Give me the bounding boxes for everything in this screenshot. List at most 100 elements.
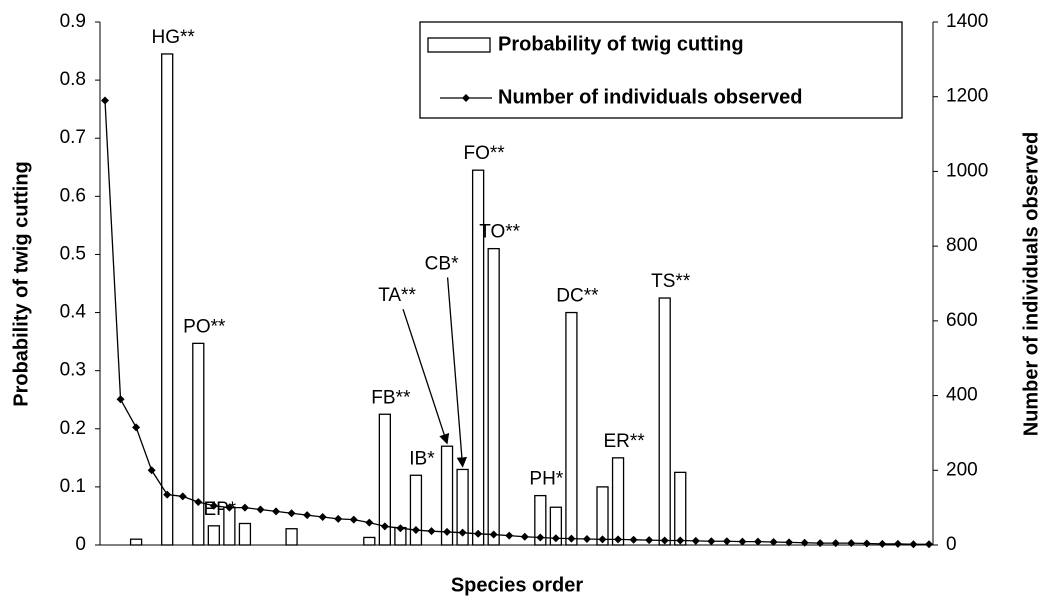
line-marker: [474, 529, 483, 538]
y2-tick-label: 200: [946, 459, 978, 480]
y-tick-label: 0: [75, 534, 86, 555]
line-marker: [925, 540, 933, 549]
line-marker: [272, 507, 281, 516]
line-marker: [753, 537, 762, 546]
y-tick-label: 0.6: [60, 185, 86, 206]
line: [104, 100, 929, 545]
line-marker: [101, 96, 109, 105]
y-tick-label: 0.7: [60, 127, 86, 148]
bar: [192, 342, 205, 546]
bar: [238, 522, 252, 546]
line-marker: [380, 522, 389, 531]
bar: [611, 457, 625, 546]
bar-label: FB**: [371, 387, 411, 408]
y2-tick-label: 1000: [946, 160, 988, 181]
line-marker: [676, 536, 685, 545]
line-marker: [194, 498, 203, 507]
legend-box: [419, 21, 903, 119]
line-marker: [411, 526, 420, 535]
line-marker: [520, 532, 529, 541]
line-marker: [536, 533, 545, 542]
y2-tick-label: 1200: [946, 86, 988, 107]
line-marker: [567, 534, 576, 543]
y-tick-label: 0.8: [60, 69, 86, 90]
bar-label: PO**: [183, 316, 226, 337]
y2-tick-label: 600: [946, 310, 978, 331]
legend-label: Probability of twig cutting: [498, 33, 744, 55]
annotation-arrow: [446, 277, 468, 468]
bar: [456, 468, 469, 546]
bar: [129, 538, 143, 546]
line-marker: [645, 536, 654, 545]
bar: [565, 311, 578, 546]
line-marker: [614, 535, 623, 544]
bar: [378, 413, 391, 546]
bar: [487, 247, 500, 546]
line-marker: [349, 515, 358, 524]
line-marker: [443, 527, 452, 536]
line-marker: [396, 524, 405, 533]
line-marker: [147, 466, 156, 475]
bar-label: TA**: [378, 285, 416, 306]
line-marker: [318, 512, 327, 521]
bar-label: TS**: [651, 271, 691, 292]
line-marker: [598, 535, 607, 544]
bar: [285, 528, 298, 546]
line-marker: [862, 539, 871, 548]
bar: [534, 494, 547, 546]
bar: [674, 471, 687, 546]
bar: [658, 297, 671, 546]
line-marker: [505, 531, 514, 540]
line-marker: [800, 538, 809, 547]
line-marker: [660, 536, 669, 545]
line-marker: [256, 505, 265, 514]
line-marker: [240, 503, 249, 512]
line-marker: [551, 534, 560, 543]
line-marker: [831, 539, 840, 548]
bar: [207, 525, 220, 546]
y-tick-label: 0.1: [60, 476, 86, 497]
line-marker: [785, 538, 794, 547]
bar-label: DC**: [556, 286, 599, 307]
line-marker: [582, 535, 591, 544]
bar: [596, 486, 609, 546]
y-tick-label: 0.4: [60, 302, 87, 323]
bar: [363, 536, 376, 546]
y2-tick-label: 400: [946, 385, 978, 406]
line-marker: [334, 514, 343, 523]
line-marker: [722, 537, 731, 546]
line-marker: [909, 540, 918, 549]
bar-label: ER**: [603, 431, 645, 452]
line-marker: [738, 537, 747, 546]
y-tick-label: 0.5: [60, 243, 86, 264]
line-marker: [878, 539, 887, 548]
bar-label: IB*: [409, 448, 435, 469]
y2-tick-label: 800: [946, 235, 978, 256]
annotation-arrow: [402, 309, 450, 445]
y2-tick-label: 1400: [946, 11, 988, 32]
bar-label: CB*: [425, 253, 459, 274]
y-tick-label: 0.3: [60, 360, 86, 381]
line-marker: [893, 539, 902, 548]
bar: [223, 506, 236, 546]
line-marker: [769, 538, 778, 547]
line-marker: [287, 509, 296, 518]
line-marker: [209, 501, 218, 510]
line-marker: [116, 395, 125, 404]
line-marker: [629, 535, 638, 544]
line-marker: [427, 527, 436, 536]
line-marker: [178, 492, 187, 501]
bar: [440, 445, 454, 546]
bar: [161, 53, 174, 546]
line-marker: [365, 518, 374, 527]
bar-label: FO**: [464, 143, 506, 164]
bar-label: HG**: [152, 27, 196, 48]
bar-label: TO**: [479, 222, 520, 243]
line-marker: [847, 539, 856, 548]
y-tick-label: 0.2: [60, 418, 86, 439]
line-marker: [132, 423, 141, 432]
legend-marker: [462, 94, 470, 102]
y-axis-title: Probability of twig cutting: [10, 161, 32, 407]
legend-label: Number of individuals observed: [498, 86, 803, 108]
